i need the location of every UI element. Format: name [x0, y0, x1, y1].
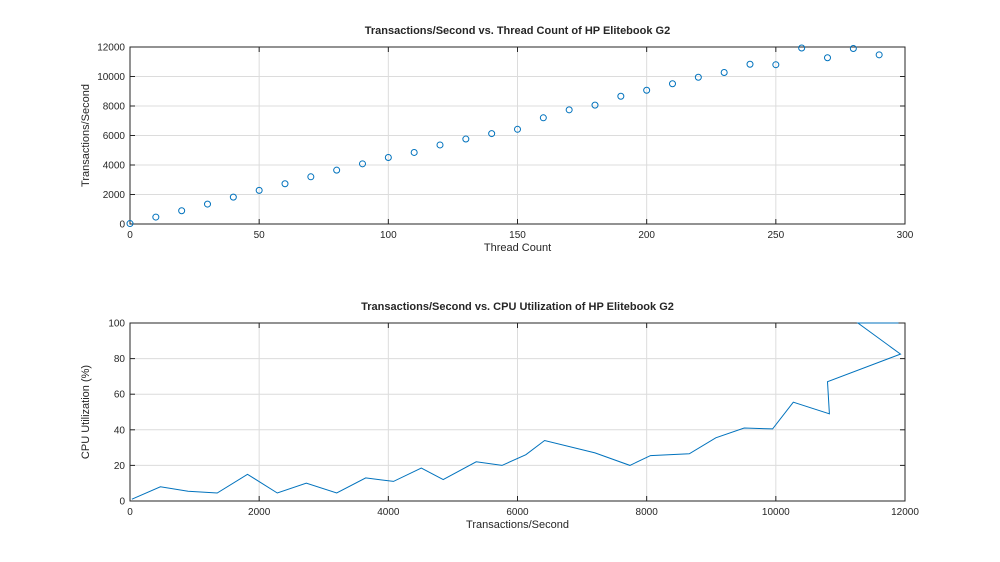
x-tick-label: 300 — [897, 230, 914, 241]
y-tick-label: 8000 — [103, 102, 126, 113]
y-tick-label: 80 — [114, 354, 126, 365]
x-tick-label: 50 — [254, 230, 266, 241]
x-tick-label: 12000 — [891, 507, 919, 518]
scatter-point — [746, 60, 754, 68]
x-tick-label: 200 — [638, 230, 655, 241]
y-axis-label: CPU Utilization (%) — [80, 365, 92, 459]
scatter-point — [591, 101, 599, 109]
y-tick-label: 40 — [114, 425, 126, 436]
scatter-point — [875, 51, 883, 59]
y-tick-label: 0 — [119, 497, 125, 508]
scatter-point — [462, 135, 470, 143]
scatter-point — [255, 186, 263, 194]
scatter-point — [720, 69, 728, 77]
scatter-point — [669, 80, 676, 88]
scatter-point — [539, 114, 547, 122]
x-tick-label: 2000 — [248, 507, 271, 518]
axes-cpu-utilization: 0 2000 4000 6000 8000 10000 12000020406080100 … — [80, 301, 919, 531]
scatter-point — [694, 73, 702, 81]
y-tick-label: 2000 — [103, 190, 126, 201]
scatter-point — [126, 220, 134, 228]
x-tick-label: 250 — [767, 230, 784, 241]
scatter-point — [617, 92, 625, 100]
scatter-point — [565, 106, 573, 114]
scatter-point — [436, 141, 444, 149]
scatter-point — [514, 125, 521, 133]
x-axis-label: Thread Count — [484, 242, 551, 254]
y-tick-label: 20 — [114, 461, 126, 472]
scatter-point — [824, 54, 831, 62]
scatter-point — [384, 153, 392, 161]
scatter-point — [307, 173, 315, 181]
x-tick-label: 10000 — [762, 507, 790, 518]
y-axis-label: Transactions/Second — [80, 84, 92, 187]
y-tick-label: 4000 — [103, 161, 126, 172]
scatter-point — [772, 61, 780, 69]
chart-title: Transactions/Second vs. CPU Utilization … — [361, 301, 674, 313]
x-axis-label: Transactions/Second — [466, 519, 569, 531]
scatter-point — [410, 148, 418, 156]
x-tick-label: 0 — [127, 230, 133, 241]
scatter-point — [643, 86, 651, 94]
x-tick-label: 4000 — [377, 507, 400, 518]
series-line — [131, 322, 902, 500]
scatter-point — [178, 207, 186, 215]
scatter-point — [849, 44, 857, 52]
x-tick-label: 100 — [380, 230, 397, 241]
scatter-point — [798, 44, 806, 52]
x-tick-label: 6000 — [506, 507, 529, 518]
scatter-point — [359, 160, 366, 168]
x-tick-label: 150 — [509, 230, 526, 241]
y-tick-label: 60 — [114, 390, 126, 401]
scatter-point — [204, 200, 211, 208]
y-tick-label: 10000 — [97, 72, 125, 83]
scatter-point — [152, 213, 160, 221]
y-tick-label: 6000 — [103, 131, 126, 142]
scatter-point — [281, 180, 289, 188]
scatter-point — [333, 166, 341, 174]
x-tick-label: 0 — [127, 507, 133, 518]
y-tick-label: 12000 — [97, 43, 125, 54]
x-tick-label: 8000 — [636, 507, 659, 518]
scatter-point — [488, 130, 496, 138]
y-tick-label: 100 — [108, 319, 125, 330]
y-tick-label: 0 — [119, 220, 125, 231]
axes-thread-count: 0 50 100 150 200 250 300 0 2000 4000 6000 8000 10000… — [80, 25, 914, 254]
scatter-point — [229, 193, 237, 201]
chart-title: Transactions/Second vs. Thread Count of … — [365, 25, 670, 37]
